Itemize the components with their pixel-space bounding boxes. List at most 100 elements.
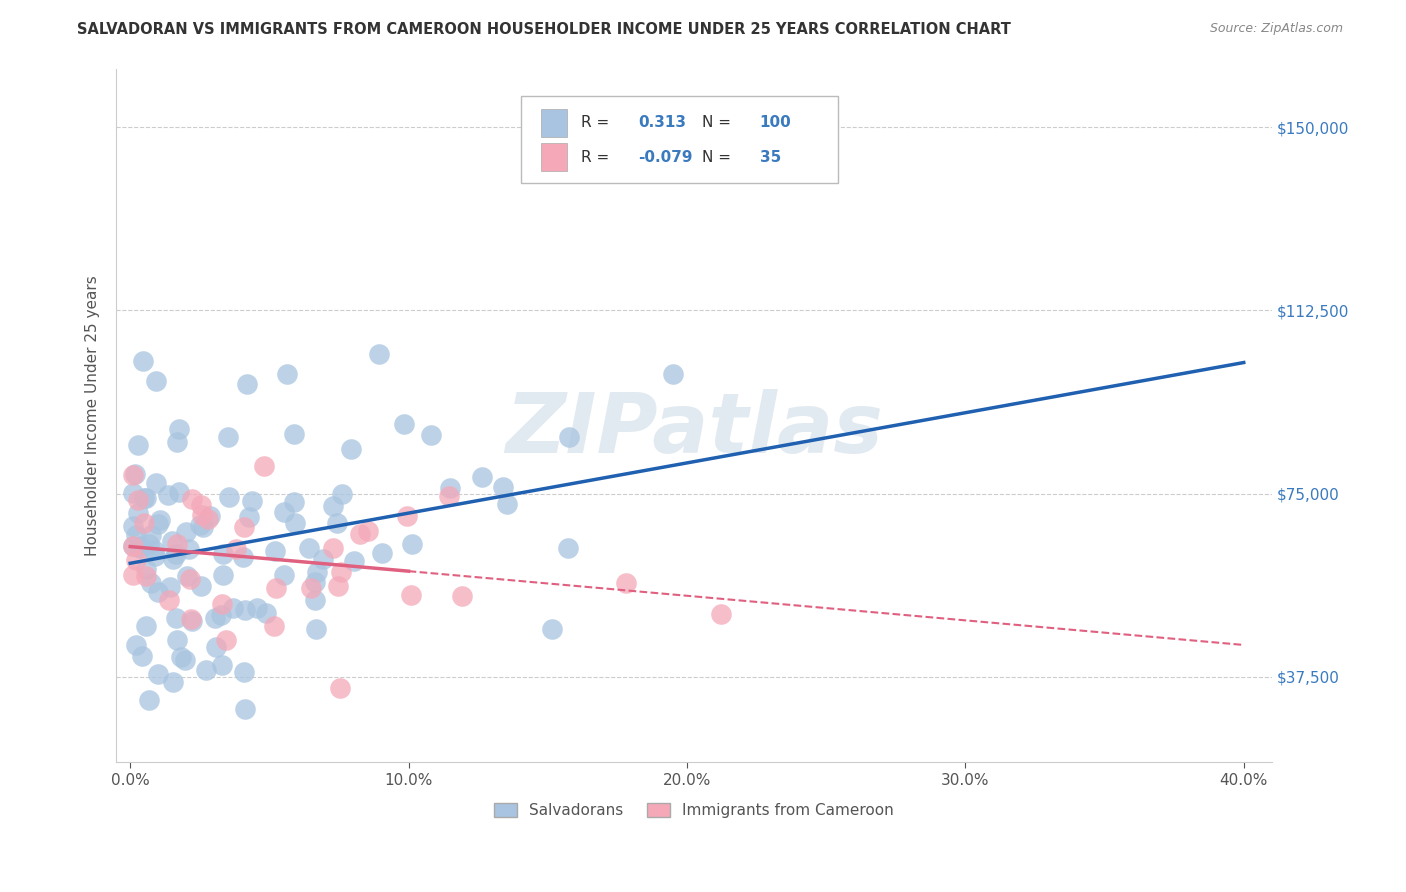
Point bbox=[149, 513, 172, 527]
Point bbox=[160, 534, 183, 549]
Point bbox=[159, 581, 181, 595]
Point bbox=[225, 541, 247, 556]
Point bbox=[371, 546, 394, 560]
Point bbox=[233, 603, 256, 617]
Y-axis label: Householder Income Under 25 years: Householder Income Under 25 years bbox=[86, 275, 100, 556]
Point bbox=[157, 593, 180, 607]
Point bbox=[304, 622, 326, 636]
FancyBboxPatch shape bbox=[520, 96, 838, 183]
Point bbox=[190, 498, 212, 512]
Point bbox=[145, 476, 167, 491]
Point bbox=[233, 520, 256, 534]
Point bbox=[215, 633, 238, 648]
Point bbox=[322, 499, 344, 513]
Point bbox=[135, 569, 157, 583]
Text: R =: R = bbox=[581, 150, 609, 165]
Point bbox=[132, 354, 155, 368]
Text: N =: N = bbox=[702, 150, 731, 165]
Point bbox=[138, 693, 160, 707]
Point bbox=[283, 495, 305, 509]
Point bbox=[298, 541, 321, 555]
FancyBboxPatch shape bbox=[541, 144, 567, 171]
Point bbox=[125, 528, 148, 542]
Point bbox=[395, 508, 418, 523]
Point bbox=[146, 666, 169, 681]
Point bbox=[127, 506, 149, 520]
Point bbox=[180, 614, 202, 628]
Text: Source: ZipAtlas.com: Source: ZipAtlas.com bbox=[1209, 22, 1343, 36]
Point bbox=[135, 491, 157, 505]
Point bbox=[392, 417, 415, 431]
Point bbox=[188, 517, 211, 532]
Point bbox=[169, 485, 191, 500]
Point bbox=[263, 544, 285, 558]
Point bbox=[174, 652, 197, 666]
Point bbox=[200, 509, 222, 524]
Point bbox=[218, 490, 240, 504]
Legend: Salvadorans, Immigrants from Cameroon: Salvadorans, Immigrants from Cameroon bbox=[488, 797, 900, 824]
Point bbox=[401, 537, 423, 551]
Point bbox=[146, 516, 169, 531]
Point bbox=[328, 579, 350, 593]
FancyBboxPatch shape bbox=[541, 109, 567, 136]
Point bbox=[191, 520, 214, 534]
Point bbox=[191, 508, 214, 522]
Point bbox=[181, 491, 204, 506]
Point bbox=[156, 488, 179, 502]
Point bbox=[165, 547, 187, 561]
Point bbox=[179, 572, 201, 586]
Point bbox=[141, 528, 163, 542]
Text: 35: 35 bbox=[759, 150, 780, 165]
Point bbox=[304, 593, 326, 607]
Point bbox=[212, 547, 235, 561]
Point bbox=[340, 442, 363, 456]
Point bbox=[146, 585, 169, 599]
Point bbox=[329, 565, 352, 579]
Point bbox=[162, 675, 184, 690]
Point bbox=[124, 467, 146, 481]
Point bbox=[122, 539, 145, 553]
Point bbox=[343, 553, 366, 567]
Point bbox=[283, 426, 305, 441]
Point bbox=[266, 582, 288, 596]
Point bbox=[232, 549, 254, 564]
Point bbox=[176, 569, 198, 583]
Point bbox=[205, 640, 228, 654]
Point bbox=[180, 612, 202, 626]
Point bbox=[127, 438, 149, 452]
Point bbox=[662, 368, 685, 382]
Point bbox=[169, 422, 191, 436]
Point bbox=[132, 516, 155, 531]
Point bbox=[135, 619, 157, 633]
Point bbox=[233, 701, 256, 715]
Point bbox=[246, 601, 269, 615]
Point bbox=[145, 374, 167, 388]
Text: 0.313: 0.313 bbox=[638, 115, 686, 130]
Point bbox=[197, 512, 219, 526]
Point bbox=[326, 516, 349, 530]
Point bbox=[211, 598, 233, 612]
Point bbox=[122, 539, 145, 553]
Text: 100: 100 bbox=[759, 115, 792, 130]
Point bbox=[349, 526, 371, 541]
Point bbox=[558, 430, 581, 444]
Point bbox=[127, 493, 149, 508]
Point bbox=[125, 553, 148, 567]
Text: N =: N = bbox=[702, 115, 731, 130]
Point bbox=[254, 607, 277, 621]
Point bbox=[165, 611, 187, 625]
Point bbox=[162, 552, 184, 566]
Point bbox=[299, 582, 322, 596]
Point bbox=[122, 486, 145, 500]
Point bbox=[190, 579, 212, 593]
Point bbox=[273, 568, 295, 582]
Point bbox=[399, 589, 422, 603]
Point bbox=[284, 516, 307, 530]
Point bbox=[439, 481, 461, 495]
Point bbox=[253, 459, 276, 474]
Point bbox=[322, 541, 344, 555]
Point bbox=[541, 622, 564, 636]
Point bbox=[138, 537, 160, 551]
Point bbox=[304, 575, 326, 590]
Point bbox=[166, 434, 188, 449]
